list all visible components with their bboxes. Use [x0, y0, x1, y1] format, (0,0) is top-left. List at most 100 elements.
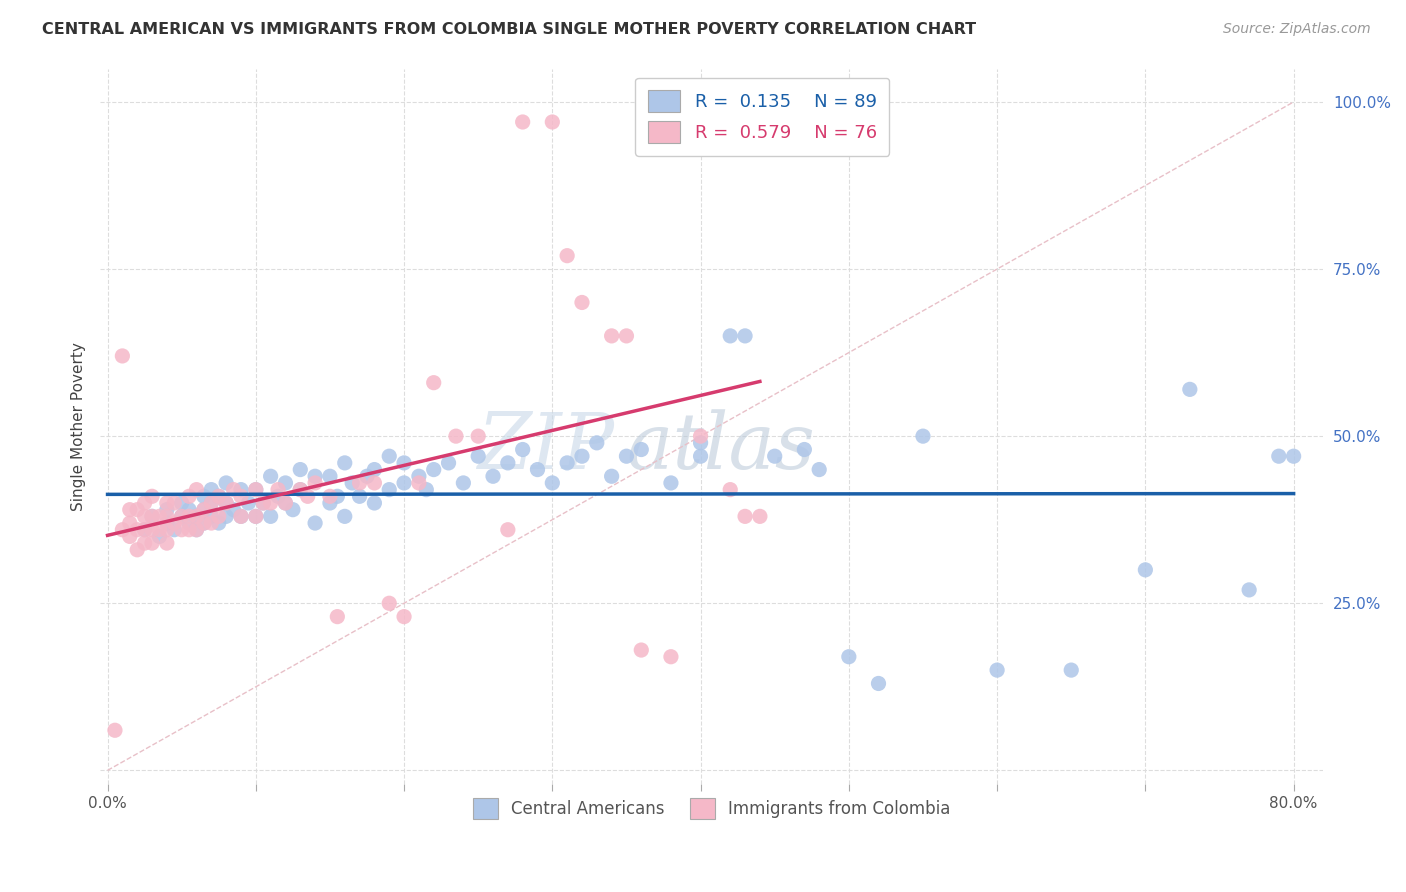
Point	[186, 483, 208, 497]
Point	[156, 502, 179, 516]
Point	[571, 449, 593, 463]
Point	[134, 523, 156, 537]
Point	[659, 649, 682, 664]
Point	[378, 483, 401, 497]
Point	[215, 496, 238, 510]
Point	[444, 429, 467, 443]
Point	[415, 483, 437, 497]
Text: ZIP: ZIP	[477, 409, 614, 486]
Point	[363, 496, 385, 510]
Point	[304, 475, 326, 490]
Point	[422, 376, 444, 390]
Point	[734, 329, 756, 343]
Point	[437, 456, 460, 470]
Point	[319, 469, 342, 483]
Point	[259, 469, 281, 483]
Point	[215, 496, 238, 510]
Point	[118, 529, 141, 543]
Point	[186, 509, 208, 524]
Point	[186, 523, 208, 537]
Point	[141, 523, 163, 537]
Point	[281, 502, 304, 516]
Point	[141, 489, 163, 503]
Point	[467, 449, 489, 463]
Point	[170, 509, 193, 524]
Point	[1178, 383, 1201, 397]
Point	[496, 523, 519, 537]
Point	[911, 429, 934, 443]
Point	[156, 536, 179, 550]
Point	[659, 475, 682, 490]
Point	[208, 516, 231, 530]
Point	[141, 509, 163, 524]
Point	[177, 509, 200, 524]
Point	[274, 496, 297, 510]
Point	[422, 462, 444, 476]
Point	[290, 483, 312, 497]
Point	[177, 516, 200, 530]
Point	[689, 435, 711, 450]
Point	[630, 442, 652, 457]
Point	[267, 489, 290, 503]
Point	[134, 509, 156, 524]
Point	[245, 509, 267, 524]
Text: Source: ZipAtlas.com: Source: ZipAtlas.com	[1223, 22, 1371, 37]
Point	[200, 509, 222, 524]
Point	[127, 542, 149, 557]
Point	[482, 469, 505, 483]
Point	[555, 456, 578, 470]
Point	[141, 509, 163, 524]
Point	[340, 475, 363, 490]
Point	[200, 496, 222, 510]
Point	[408, 469, 430, 483]
Point	[333, 509, 356, 524]
Point	[134, 496, 156, 510]
Point	[333, 456, 356, 470]
Y-axis label: Single Mother Poverty: Single Mother Poverty	[72, 342, 86, 510]
Point	[1268, 449, 1291, 463]
Point	[274, 496, 297, 510]
Point	[304, 469, 326, 483]
Point	[104, 723, 127, 738]
Point	[408, 475, 430, 490]
Point	[148, 523, 170, 537]
Point	[170, 509, 193, 524]
Point	[378, 449, 401, 463]
Point	[259, 496, 281, 510]
Point	[616, 449, 638, 463]
Point	[186, 509, 208, 524]
Point	[186, 523, 208, 537]
Point	[148, 509, 170, 524]
Point	[156, 496, 179, 510]
Point	[200, 516, 222, 530]
Point	[215, 475, 238, 490]
Point	[238, 496, 260, 510]
Point	[177, 523, 200, 537]
Point	[793, 442, 815, 457]
Point	[245, 483, 267, 497]
Point	[193, 502, 215, 516]
Point	[163, 523, 186, 537]
Point	[363, 475, 385, 490]
Point	[808, 462, 831, 476]
Point	[512, 115, 534, 129]
Point	[392, 475, 415, 490]
Point	[134, 523, 156, 537]
Point	[986, 663, 1008, 677]
Point	[541, 115, 564, 129]
Point	[748, 108, 770, 122]
Point	[127, 523, 149, 537]
Point	[1060, 663, 1083, 677]
Point	[229, 489, 252, 503]
Point	[326, 489, 349, 503]
Text: CENTRAL AMERICAN VS IMMIGRANTS FROM COLOMBIA SINGLE MOTHER POVERTY CORRELATION C: CENTRAL AMERICAN VS IMMIGRANTS FROM COLO…	[42, 22, 976, 37]
Point	[118, 502, 141, 516]
Point	[193, 516, 215, 530]
Point	[229, 509, 252, 524]
Point	[134, 536, 156, 550]
Point	[163, 516, 186, 530]
Point	[467, 429, 489, 443]
Point	[156, 516, 179, 530]
Point	[512, 442, 534, 457]
Point	[208, 509, 231, 524]
